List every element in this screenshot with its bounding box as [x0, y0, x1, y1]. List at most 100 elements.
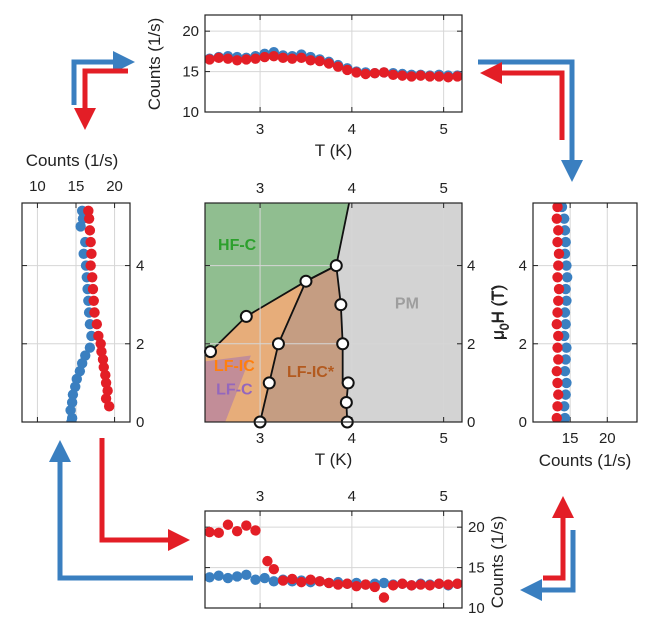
- right-data-point: [559, 412, 571, 422]
- right-data-point: [552, 203, 563, 213]
- top-ytick-label: 20: [182, 23, 199, 40]
- phase-ytick-label: 4: [467, 258, 475, 275]
- bottom-data-point: [433, 578, 445, 589]
- bottom-panel: 3 4 5 10 15 20 Counts (1/s): [204, 488, 507, 617]
- right-data-point: [559, 307, 571, 318]
- right-data-point: [560, 389, 571, 400]
- phase-ylabel-sub: 0: [498, 323, 512, 330]
- right-data-point: [560, 354, 571, 365]
- arrow-red-topleft-head: [74, 108, 96, 130]
- bottom-data-point: [268, 576, 280, 587]
- top-data-point: [342, 64, 353, 76]
- right-data-point: [561, 295, 572, 306]
- bottom-ylabel: Counts (1/s): [488, 516, 507, 609]
- top-data-point: [360, 68, 371, 80]
- top-data-point: [241, 54, 252, 65]
- phase-boundary-point: [334, 298, 348, 312]
- top-data-point: [443, 72, 454, 83]
- top-ytick-label: 15: [182, 64, 199, 81]
- left-data-point: [95, 338, 106, 349]
- top-data-point: [213, 52, 224, 64]
- phase-xtick-label: 5: [439, 430, 447, 447]
- left-data-point: [97, 354, 109, 365]
- phase-boundary-point: [239, 309, 253, 323]
- top-data-point: [222, 53, 234, 64]
- arrow-red-bottomright-head: [552, 496, 574, 518]
- right-data-point: [560, 319, 571, 330]
- region-label-lf-ic: LF-IC: [214, 358, 255, 375]
- left-data-point: [84, 225, 96, 236]
- top-data-point: [231, 55, 243, 66]
- left-xlabel: Counts (1/s): [26, 151, 119, 170]
- arrow-blue-topright-head: [561, 160, 583, 182]
- left-data-point: [100, 369, 111, 381]
- bottom-data-point: [378, 577, 390, 589]
- bottom-data-point: [205, 526, 215, 538]
- top-data-point: [259, 51, 270, 63]
- left-data-point: [76, 358, 88, 369]
- left-xtick-label: 20: [106, 178, 123, 195]
- left-data-point: [65, 405, 76, 416]
- top-data-point: [369, 68, 381, 79]
- left-data-point: [102, 385, 113, 396]
- left-panel: 10 15 20 0 2 4 Counts (1/s): [21, 151, 144, 431]
- phase-boundary-point: [299, 274, 313, 288]
- bottom-data-point: [268, 564, 280, 575]
- right-ytick-label: 2: [519, 336, 527, 353]
- bottom-frame: [204, 510, 463, 609]
- top-xtick-label: 3: [256, 121, 264, 138]
- right-data-point: [553, 389, 564, 400]
- phase-ylabel: μ0H (T): [489, 285, 512, 340]
- right-data-point: [551, 412, 562, 422]
- right-data-point: [552, 307, 563, 318]
- right-ylabel-mu: μ: [488, 330, 507, 340]
- right-series-blue: [556, 203, 573, 422]
- top-data-point: [378, 67, 390, 78]
- top-frame: [204, 14, 463, 113]
- phase-ytick-label: 2: [467, 336, 475, 353]
- left-ytick-label: 2: [136, 336, 144, 353]
- left-data-point: [70, 381, 81, 393]
- phase-boundary-line: [335, 203, 350, 266]
- top-ylabel: Counts (1/s): [145, 18, 164, 111]
- arrow-blue-bottomright-head: [520, 579, 542, 601]
- arrow-blue-topleft-head: [113, 51, 135, 73]
- bottom-data-point: [397, 578, 408, 589]
- right-ylabel-sub: 0: [497, 323, 511, 330]
- right-data-point: [561, 272, 573, 283]
- right-data-point: [551, 319, 562, 330]
- right-data-point: [559, 213, 570, 224]
- left-data-point: [98, 362, 109, 373]
- right-data-point: [553, 295, 564, 306]
- left-data-point: [80, 350, 91, 361]
- right-ylabel: μ0H (T): [488, 284, 511, 339]
- right-ytick-label: 0: [519, 414, 527, 431]
- left-data-point: [100, 377, 112, 389]
- right-data-point: [561, 342, 572, 353]
- left-data-point: [74, 365, 86, 377]
- arrow-red-bottomleft-head: [168, 529, 190, 551]
- region-lf-ic: [205, 281, 306, 422]
- bottom-ytick-label: 20: [468, 519, 485, 536]
- arrow-red-bottomright-shaft: [543, 516, 566, 581]
- phase-ytick-label: 0: [467, 414, 475, 431]
- bottom-data-point: [241, 520, 252, 531]
- left-data-point: [89, 307, 100, 318]
- bottom-data-point: [205, 572, 215, 583]
- bottom-data-point: [360, 579, 371, 590]
- top-xtick-label: 4: [348, 121, 356, 138]
- right-xlabel: Counts (1/s): [539, 451, 632, 470]
- phase-xtick-label: 3: [256, 180, 264, 197]
- bottom-data-point: [424, 580, 436, 591]
- top-xtick-label: 5: [439, 121, 447, 138]
- phase-boundary-point: [336, 337, 350, 351]
- phase-boundary-point: [204, 345, 218, 359]
- left-data-point: [83, 213, 95, 224]
- phase-xtick-label: 5: [439, 180, 447, 197]
- bottom-data-point: [452, 578, 462, 589]
- phase-xtick-label: 3: [256, 430, 264, 447]
- top-panel: 3 4 5 10 15 20 T (K) Counts (1/s): [145, 14, 463, 160]
- bottom-data-point: [262, 555, 273, 567]
- left-data-point: [66, 416, 77, 422]
